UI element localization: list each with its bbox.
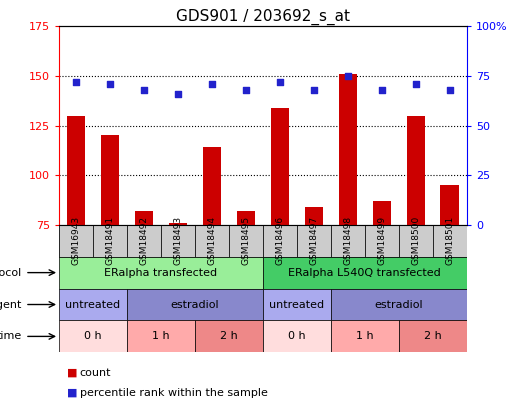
- Text: 1 h: 1 h: [356, 331, 373, 341]
- Bar: [270, 108, 289, 225]
- Text: estradiol: estradiol: [171, 300, 219, 309]
- Point: [310, 87, 318, 93]
- FancyBboxPatch shape: [59, 257, 263, 288]
- FancyBboxPatch shape: [331, 288, 467, 320]
- Text: GSM18496: GSM18496: [275, 216, 284, 265]
- Text: untreated: untreated: [269, 300, 324, 309]
- Point: [344, 73, 352, 79]
- Text: 2 h: 2 h: [220, 331, 238, 341]
- Point: [446, 87, 454, 93]
- Bar: [101, 135, 120, 225]
- Bar: [203, 147, 221, 225]
- Bar: [339, 74, 357, 225]
- Bar: [134, 211, 153, 225]
- FancyBboxPatch shape: [127, 320, 195, 352]
- FancyBboxPatch shape: [59, 225, 93, 257]
- Bar: [406, 115, 425, 225]
- Point: [378, 87, 386, 93]
- Bar: [236, 211, 255, 225]
- Text: 2 h: 2 h: [424, 331, 442, 341]
- FancyBboxPatch shape: [263, 320, 331, 352]
- FancyBboxPatch shape: [127, 288, 263, 320]
- Point: [242, 87, 250, 93]
- Point: [276, 79, 284, 85]
- FancyBboxPatch shape: [59, 320, 127, 352]
- Bar: [305, 207, 323, 225]
- Text: ERalpha transfected: ERalpha transfected: [104, 268, 218, 277]
- Text: GSM18501: GSM18501: [445, 216, 455, 265]
- Title: GDS901 / 203692_s_at: GDS901 / 203692_s_at: [176, 9, 350, 25]
- Text: GSM18493: GSM18493: [173, 216, 183, 265]
- FancyBboxPatch shape: [195, 320, 263, 352]
- Text: 0 h: 0 h: [288, 331, 306, 341]
- FancyBboxPatch shape: [399, 225, 433, 257]
- Text: ■: ■: [67, 368, 77, 377]
- FancyBboxPatch shape: [195, 225, 229, 257]
- FancyBboxPatch shape: [297, 225, 331, 257]
- Bar: [441, 185, 459, 225]
- Text: GSM18492: GSM18492: [140, 216, 148, 265]
- Text: 0 h: 0 h: [84, 331, 102, 341]
- FancyBboxPatch shape: [365, 225, 399, 257]
- FancyBboxPatch shape: [59, 288, 127, 320]
- FancyBboxPatch shape: [127, 225, 161, 257]
- Bar: [169, 223, 187, 225]
- Text: percentile rank within the sample: percentile rank within the sample: [80, 388, 267, 398]
- FancyBboxPatch shape: [161, 225, 195, 257]
- Point: [106, 81, 114, 87]
- Text: GSM18494: GSM18494: [207, 216, 216, 265]
- Bar: [372, 201, 391, 225]
- Point: [208, 81, 216, 87]
- Point: [412, 81, 420, 87]
- Point: [174, 91, 182, 97]
- Bar: [67, 115, 85, 225]
- FancyBboxPatch shape: [263, 257, 467, 288]
- Text: untreated: untreated: [66, 300, 121, 309]
- Text: GSM18499: GSM18499: [378, 216, 386, 265]
- Text: ERalpha L540Q transfected: ERalpha L540Q transfected: [288, 268, 441, 277]
- Point: [72, 79, 80, 85]
- FancyBboxPatch shape: [263, 288, 331, 320]
- FancyBboxPatch shape: [93, 225, 127, 257]
- Text: GSM18491: GSM18491: [106, 216, 114, 265]
- Text: GSM18500: GSM18500: [411, 216, 420, 265]
- FancyBboxPatch shape: [331, 225, 365, 257]
- Text: GSM16943: GSM16943: [71, 216, 81, 265]
- Text: ■: ■: [67, 388, 77, 398]
- FancyBboxPatch shape: [229, 225, 263, 257]
- Text: agent: agent: [0, 300, 22, 309]
- FancyBboxPatch shape: [399, 320, 467, 352]
- Point: [140, 87, 148, 93]
- Text: estradiol: estradiol: [374, 300, 423, 309]
- Text: GSM18498: GSM18498: [343, 216, 352, 265]
- FancyBboxPatch shape: [59, 225, 467, 257]
- Text: time: time: [0, 331, 22, 341]
- Text: GSM18497: GSM18497: [309, 216, 319, 265]
- FancyBboxPatch shape: [331, 320, 399, 352]
- FancyBboxPatch shape: [433, 225, 467, 257]
- Text: protocol: protocol: [0, 268, 22, 277]
- FancyBboxPatch shape: [263, 225, 297, 257]
- Text: count: count: [80, 368, 111, 377]
- Text: 1 h: 1 h: [152, 331, 170, 341]
- Text: GSM18495: GSM18495: [242, 216, 250, 265]
